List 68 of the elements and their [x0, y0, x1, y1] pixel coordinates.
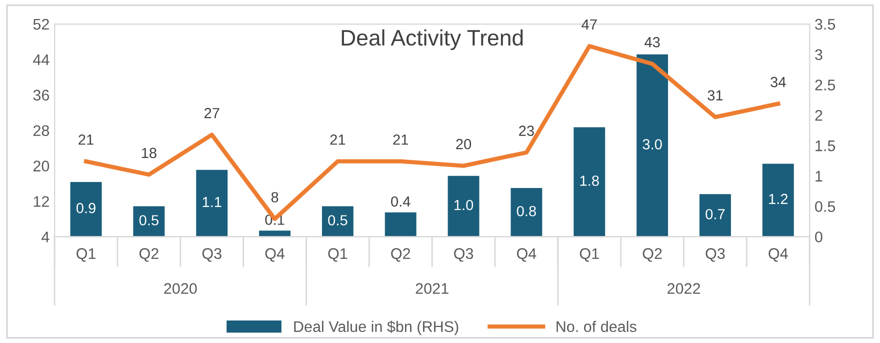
y2-tick-label: 3.5	[815, 18, 836, 30]
y-tick-label: 28	[33, 125, 50, 136]
x-tick-label: Q4	[768, 248, 788, 262]
text: 2020	[164, 283, 197, 294]
data-label: 34	[770, 76, 786, 88]
bar	[196, 170, 228, 237]
data-label: 1.0	[454, 200, 474, 210]
bar	[762, 164, 794, 237]
y2-tick-label: 0.5	[815, 201, 836, 212]
data-label: 18	[142, 148, 156, 158]
x-tick-label: Q3	[202, 248, 222, 262]
data-label: 1.1	[202, 196, 222, 208]
bar	[70, 182, 102, 237]
data-label: 31	[708, 90, 723, 101]
data-label: 43	[644, 37, 660, 48]
bar	[384, 212, 416, 237]
x-tick-label: Q4	[265, 248, 285, 262]
bar	[636, 54, 668, 237]
data-label: 0.5	[328, 215, 348, 226]
y2-tick-label: 1.5	[816, 140, 836, 152]
data-label: 23	[519, 126, 534, 136]
data-label: 8	[271, 192, 278, 202]
x-tick-label: Q2	[642, 248, 662, 262]
data-label: 47	[582, 19, 597, 30]
x-tick-label: Q2	[139, 248, 158, 262]
y-tick-label: 12	[34, 196, 49, 207]
bar	[510, 188, 542, 237]
y2-tick-label: 3	[815, 49, 822, 60]
data-label: 0.5	[139, 215, 158, 226]
x-tick-label: Q1	[328, 248, 348, 262]
text: 2021	[416, 283, 448, 294]
bar	[322, 206, 354, 237]
y-tick-label: 52	[33, 18, 49, 30]
data-label: 27	[204, 108, 220, 118]
data-label: 21	[393, 134, 408, 145]
y-tick-label: 36	[33, 90, 50, 101]
data-label: 21	[78, 134, 94, 145]
y-tick-label: 20	[33, 160, 50, 172]
bar	[448, 176, 480, 237]
legend-label: Deal Value in $bn (RHS)	[294, 320, 458, 336]
y2-tick-label: 1	[816, 170, 822, 182]
data-label: 1.2	[769, 194, 788, 204]
data-label: 0.7	[706, 208, 725, 220]
legend-label: No. of deals	[556, 320, 636, 332]
text: 2022	[668, 283, 700, 294]
x-tick-label: Q3	[454, 248, 474, 262]
data-label: 1.8	[580, 176, 599, 186]
y2-tick-label: 2.5	[815, 80, 836, 90]
data-label: 3.0	[642, 139, 662, 150]
x-tick-label: Q1	[76, 248, 96, 262]
chart-title: Deal Activity Trend	[342, 29, 523, 50]
data-label: 0.4	[391, 196, 410, 207]
y-tick-label: 4	[42, 232, 50, 242]
bar	[699, 194, 731, 237]
x-tick-label: Q4	[516, 248, 536, 262]
x-tick-label: Q1	[580, 248, 599, 262]
bar	[133, 206, 165, 237]
data-label: 21	[330, 134, 346, 145]
y-tick-label: 44	[33, 54, 50, 65]
bar	[259, 230, 291, 237]
data-label: 20	[456, 138, 472, 150]
data-label: 0.9	[76, 202, 96, 214]
bar	[574, 127, 606, 237]
x-tick-label: Q3	[706, 248, 725, 262]
y2-tick-label: 0	[815, 232, 822, 242]
data-label: 0.8	[516, 206, 536, 216]
y2-tick-label: 2	[815, 110, 822, 121]
x-tick-label: Q2	[391, 248, 410, 262]
